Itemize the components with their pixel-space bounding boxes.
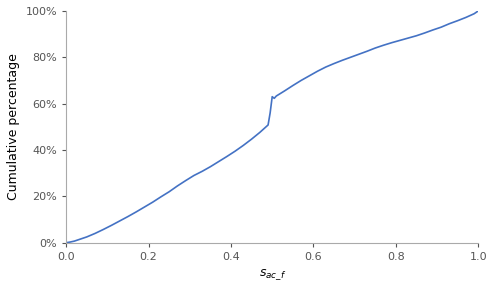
X-axis label: $s_{ac\_f}$: $s_{ac\_f}$ — [258, 267, 286, 282]
Y-axis label: Cumulative percentage: Cumulative percentage — [7, 53, 20, 200]
